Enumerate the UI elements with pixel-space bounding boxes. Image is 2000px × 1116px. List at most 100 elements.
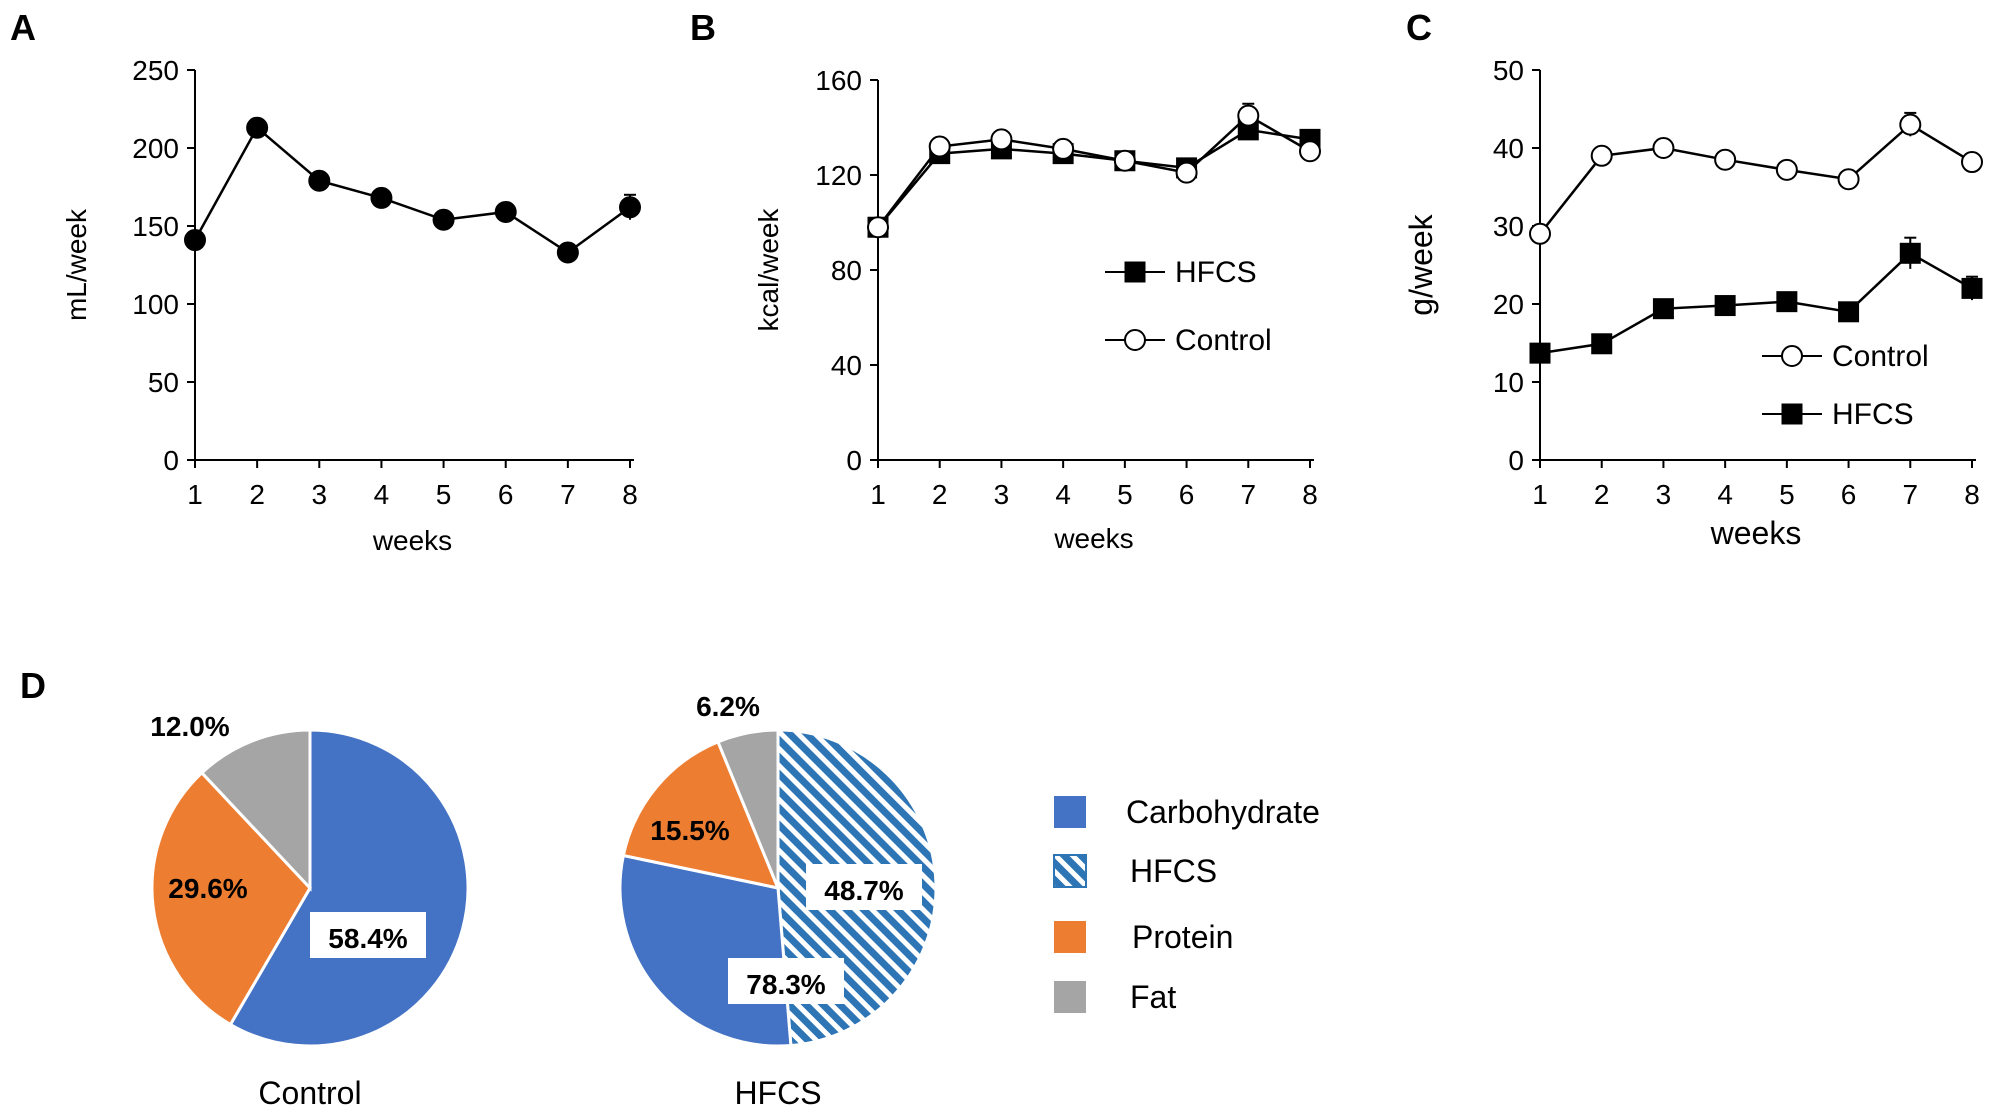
data-point [867, 216, 889, 239]
y-tick-label: 0 [1508, 445, 1524, 476]
pie-slice-label: 15.5% [650, 815, 729, 846]
series-line [193, 125, 631, 255]
legend-marker [1124, 261, 1146, 283]
y-tick-label: 250 [132, 55, 179, 86]
y-tick-label: 10 [1493, 367, 1524, 398]
data-point [1775, 158, 1798, 181]
data-point [370, 186, 393, 209]
panel-letter-d: D [20, 665, 46, 706]
pie-slice-protein [621, 739, 781, 891]
data-point [990, 128, 1013, 151]
y-tick-label: 20 [1493, 289, 1524, 320]
x-tick-label: 1 [1532, 479, 1548, 510]
y-tick-label: 30 [1493, 211, 1524, 242]
data-point [1837, 168, 1860, 191]
data-point [1052, 137, 1075, 160]
legend-label: HFCS [1832, 398, 1914, 431]
x-tick-label: 7 [560, 479, 576, 510]
legend-marker [1781, 345, 1803, 367]
x-tick-label: 3 [1656, 479, 1672, 510]
data-point [1714, 148, 1737, 171]
y-tick-label: 50 [148, 367, 179, 398]
x-tick-label: 5 [1117, 479, 1133, 510]
y-axis-label: mL/week [61, 208, 92, 321]
pie-slice-label: 29.6% [168, 873, 247, 904]
legend-label: Control [1832, 340, 1929, 373]
data-point [308, 169, 331, 192]
y-tick-label: 160 [815, 65, 862, 96]
legend-marker [1781, 403, 1803, 425]
x-axis-label: weeks [1053, 523, 1133, 554]
legend-label-hfcs: HFCS [1130, 853, 1217, 889]
y-tick-label: 40 [1493, 133, 1524, 164]
legend-swatch-hfcs [1053, 854, 1087, 888]
x-tick-label: 1 [870, 479, 886, 510]
y-tick-label: 50 [1493, 55, 1524, 86]
data-point [1591, 333, 1613, 355]
data-point [1776, 291, 1798, 313]
data-point [1529, 222, 1551, 245]
legend-swatch-protein [1054, 921, 1086, 953]
x-tick-label: 2 [932, 479, 948, 510]
legend-label-fat: Fat [1130, 979, 1176, 1015]
legend-label: HFCS [1175, 256, 1257, 289]
y-axis-label: kcal/week [753, 208, 784, 332]
data-point [1961, 277, 1983, 299]
legend-swatch-fat [1054, 981, 1086, 1013]
x-tick-label: 2 [1594, 479, 1610, 510]
series-main [184, 116, 641, 264]
legend-label-protein: Protein [1132, 919, 1233, 955]
panel-letter-a: A [10, 7, 36, 48]
pie-slice-label: 58.4% [328, 923, 407, 954]
pie-label-box [806, 864, 922, 910]
pie-slice-protein [150, 770, 312, 1027]
pie-legend: Carbohydrate HFCS Protein Fat [1053, 794, 1320, 1015]
x-tick-label: 2 [249, 479, 265, 510]
data-point [1590, 144, 1613, 167]
x-tick-label: 8 [622, 479, 638, 510]
x-tick-label: 8 [1964, 479, 1980, 510]
series-control [867, 102, 1321, 239]
pie-label-box [310, 912, 426, 958]
x-tick-label: 8 [1302, 479, 1318, 510]
y-tick-label: 80 [831, 255, 862, 286]
x-tick-label: 5 [1779, 479, 1795, 510]
data-point [1237, 104, 1260, 127]
y-tick-label: 0 [846, 445, 862, 476]
x-tick-label: 6 [1841, 479, 1857, 510]
x-tick-label: 4 [1055, 479, 1071, 510]
data-point [1175, 161, 1198, 184]
pie-slice-fat [199, 728, 312, 892]
pie-label-box [728, 958, 844, 1004]
y-tick-label: 120 [815, 160, 862, 191]
data-point [1652, 298, 1674, 320]
data-point [556, 241, 579, 264]
legend-swatch-carbohydrate [1054, 796, 1086, 828]
pie-slice-label: 78.3% [746, 969, 825, 1000]
x-tick-label: 6 [1179, 479, 1195, 510]
pie-slice-carbohydrate [228, 728, 470, 1048]
legend-label-carbohydrate: Carbohydrate [1126, 794, 1320, 830]
data-point [1113, 149, 1136, 172]
x-tick-label: 4 [1717, 479, 1733, 510]
x-axis-label: weeks [1710, 515, 1802, 551]
pie-slice-label: 6.2% [696, 691, 760, 722]
data-point [619, 196, 641, 219]
y-tick-label: 200 [132, 133, 179, 164]
data-point [1652, 137, 1675, 159]
x-tick-label: 7 [1902, 479, 1918, 510]
x-tick-label: 1 [187, 479, 203, 510]
panel-b-line-chart: 0 40 80 120 160 1 2 3 4 5 6 7 8 weeks kcal/week HFCS Con… [753, 65, 1321, 554]
legend-label: Control [1175, 324, 1272, 357]
x-tick-label: 5 [436, 479, 452, 510]
series-control [1529, 111, 1983, 245]
panel-letter-c: C [1406, 7, 1432, 48]
data-point [1529, 342, 1551, 364]
data-point [1714, 295, 1736, 317]
panel-letter-b: B [690, 7, 716, 48]
panel-d-pie-charts: 58.4% 29.6% 12.0% Control 48.7% 78.3% 15.5% 6.2… [150, 691, 1320, 1111]
data-point [184, 229, 206, 252]
data-point [432, 208, 455, 231]
pie-slice-label: 48.7% [824, 875, 903, 906]
